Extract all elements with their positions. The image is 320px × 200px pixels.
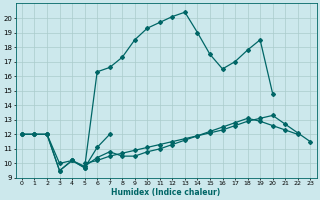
X-axis label: Humidex (Indice chaleur): Humidex (Indice chaleur) [111, 188, 221, 197]
